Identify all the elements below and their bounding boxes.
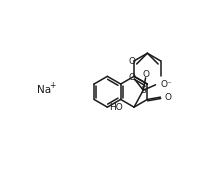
Text: +: +	[49, 81, 55, 90]
Text: O: O	[164, 93, 171, 102]
Text: Na: Na	[37, 85, 51, 95]
Text: S: S	[140, 86, 146, 95]
Text: O: O	[129, 57, 136, 66]
Text: O: O	[129, 73, 136, 82]
Text: O⁻: O⁻	[161, 80, 173, 89]
Text: HO: HO	[110, 103, 123, 112]
Text: O: O	[142, 70, 149, 79]
